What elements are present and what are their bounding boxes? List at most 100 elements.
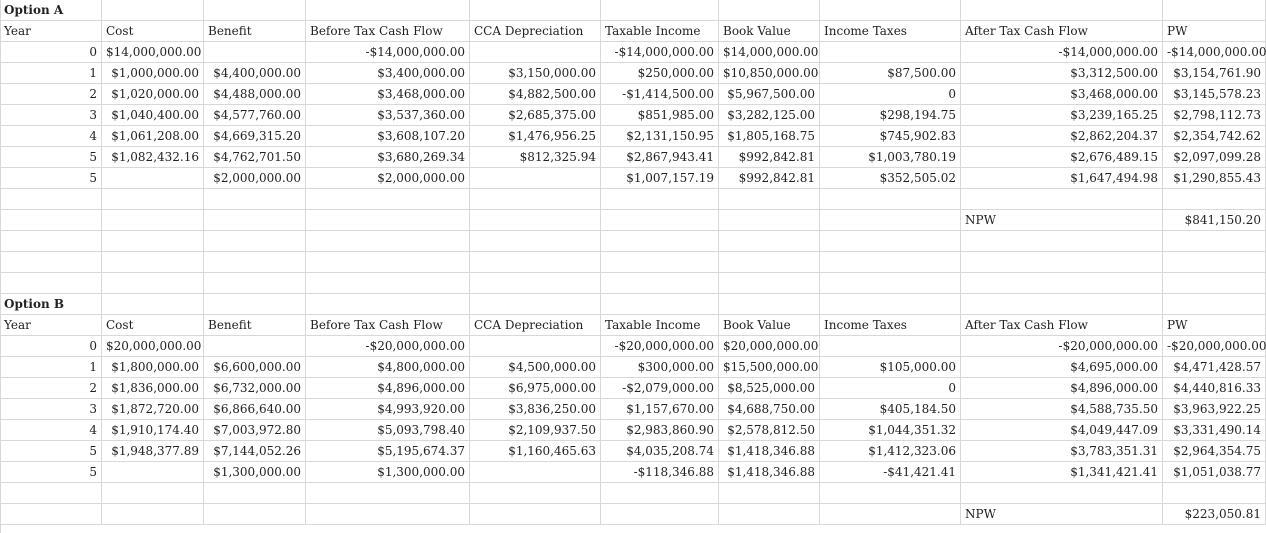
data-cell[interactable]: $298,194.75 — [820, 105, 961, 125]
empty-cell[interactable] — [601, 0, 719, 20]
empty-cell[interactable] — [204, 210, 306, 230]
column-header[interactable]: Before Tax Cash Flow — [306, 21, 470, 41]
empty-cell[interactable] — [204, 273, 306, 293]
empty-cell[interactable] — [1163, 231, 1266, 251]
empty-cell[interactable] — [601, 483, 719, 503]
data-cell[interactable]: $4,800,000.00 — [306, 357, 470, 377]
empty-cell[interactable] — [470, 189, 601, 209]
empty-cell[interactable] — [306, 294, 470, 314]
data-cell[interactable]: -$14,000,000.00 — [961, 42, 1163, 62]
column-header[interactable]: Book Value — [719, 315, 820, 335]
data-cell[interactable]: $4,577,760.00 — [204, 105, 306, 125]
column-header[interactable]: After Tax Cash Flow — [961, 315, 1163, 335]
empty-cell[interactable] — [1163, 189, 1266, 209]
empty-cell[interactable] — [961, 483, 1163, 503]
empty-cell[interactable] — [102, 483, 204, 503]
empty-cell[interactable] — [102, 252, 204, 272]
empty-cell[interactable] — [204, 294, 306, 314]
empty-cell[interactable] — [820, 504, 961, 524]
data-cell[interactable]: $2,354,742.62 — [1163, 126, 1266, 146]
empty-cell[interactable] — [306, 273, 470, 293]
data-cell[interactable]: $1,800,000.00 — [102, 357, 204, 377]
data-cell[interactable]: $7,144,052.26 — [204, 441, 306, 461]
data-cell[interactable]: 0 — [820, 84, 961, 104]
empty-cell[interactable] — [961, 252, 1163, 272]
data-cell[interactable]: -$41,421.41 — [820, 462, 961, 482]
data-cell[interactable]: $2,964,354.75 — [1163, 441, 1266, 461]
data-cell[interactable]: $10,850,000.00 — [719, 63, 820, 83]
empty-cell[interactable] — [204, 504, 306, 524]
data-cell[interactable]: 4 — [0, 420, 102, 440]
empty-cell[interactable] — [820, 210, 961, 230]
data-cell[interactable]: $5,093,798.40 — [306, 420, 470, 440]
data-cell[interactable] — [820, 42, 961, 62]
data-cell[interactable] — [470, 42, 601, 62]
data-cell[interactable]: -$14,000,000.00 — [306, 42, 470, 62]
data-cell[interactable]: $4,035,208.74 — [601, 441, 719, 461]
data-cell[interactable] — [820, 336, 961, 356]
data-cell[interactable]: $1,040,400.00 — [102, 105, 204, 125]
data-cell[interactable]: $2,983,860.90 — [601, 420, 719, 440]
empty-cell[interactable] — [1163, 483, 1266, 503]
data-cell[interactable]: -$20,000,000.00 — [601, 336, 719, 356]
data-cell[interactable]: -$14,000,000.00 — [1163, 42, 1266, 62]
empty-cell[interactable] — [0, 210, 102, 230]
data-cell[interactable]: 5 — [0, 168, 102, 188]
empty-cell[interactable] — [961, 0, 1163, 20]
empty-cell[interactable] — [306, 210, 470, 230]
empty-cell[interactable] — [470, 483, 601, 503]
column-header[interactable]: Income Taxes — [820, 315, 961, 335]
data-cell[interactable]: -$20,000,000.00 — [961, 336, 1163, 356]
empty-cell[interactable] — [470, 0, 601, 20]
column-header[interactable]: CCA Depreciation — [470, 315, 601, 335]
data-cell[interactable]: $5,967,500.00 — [719, 84, 820, 104]
empty-cell[interactable] — [0, 504, 102, 524]
data-cell[interactable]: 2 — [0, 84, 102, 104]
data-cell[interactable]: $3,400,000.00 — [306, 63, 470, 83]
data-cell[interactable]: $6,975,000.00 — [470, 378, 601, 398]
empty-cell[interactable] — [601, 252, 719, 272]
data-cell[interactable]: $3,468,000.00 — [961, 84, 1163, 104]
empty-cell[interactable] — [0, 231, 102, 251]
empty-cell[interactable] — [306, 0, 470, 20]
data-cell[interactable]: -$20,000,000.00 — [1163, 336, 1266, 356]
empty-cell[interactable] — [204, 189, 306, 209]
data-cell[interactable]: $3,282,125.00 — [719, 105, 820, 125]
column-header[interactable]: Taxable Income — [601, 21, 719, 41]
column-header[interactable]: Benefit — [204, 21, 306, 41]
empty-cell[interactable] — [601, 273, 719, 293]
data-cell[interactable]: $15,500,000.00 — [719, 357, 820, 377]
data-cell[interactable]: $3,145,578.23 — [1163, 84, 1266, 104]
data-cell[interactable]: $5,195,674.37 — [306, 441, 470, 461]
data-cell[interactable]: $1,061,208.00 — [102, 126, 204, 146]
data-cell[interactable] — [204, 336, 306, 356]
data-cell[interactable]: 4 — [0, 126, 102, 146]
data-cell[interactable]: $7,003,972.80 — [204, 420, 306, 440]
empty-cell[interactable] — [470, 273, 601, 293]
data-cell[interactable]: $2,109,937.50 — [470, 420, 601, 440]
empty-cell[interactable] — [204, 0, 306, 20]
column-header[interactable]: Book Value — [719, 21, 820, 41]
empty-cell[interactable] — [719, 504, 820, 524]
empty-cell[interactable] — [102, 504, 204, 524]
empty-cell[interactable] — [470, 231, 601, 251]
data-cell[interactable]: $6,732,000.00 — [204, 378, 306, 398]
column-header[interactable]: Income Taxes — [820, 21, 961, 41]
data-cell[interactable]: -$1,414,500.00 — [601, 84, 719, 104]
data-cell[interactable] — [102, 168, 204, 188]
npw-label[interactable]: NPW — [961, 504, 1163, 524]
column-header[interactable]: PW — [1163, 315, 1266, 335]
empty-cell[interactable] — [820, 294, 961, 314]
column-header[interactable]: Cost — [102, 315, 204, 335]
data-cell[interactable]: $3,312,500.00 — [961, 63, 1163, 83]
empty-cell[interactable] — [1163, 294, 1266, 314]
column-header[interactable]: Cost — [102, 21, 204, 41]
empty-cell[interactable] — [820, 252, 961, 272]
empty-cell[interactable] — [102, 210, 204, 230]
data-cell[interactable]: $4,588,735.50 — [961, 399, 1163, 419]
data-cell[interactable]: $20,000,000.00 — [719, 336, 820, 356]
data-cell[interactable]: $1,003,780.19 — [820, 147, 961, 167]
data-cell[interactable]: $1,836,000.00 — [102, 378, 204, 398]
data-cell[interactable] — [102, 462, 204, 482]
empty-cell[interactable] — [470, 504, 601, 524]
